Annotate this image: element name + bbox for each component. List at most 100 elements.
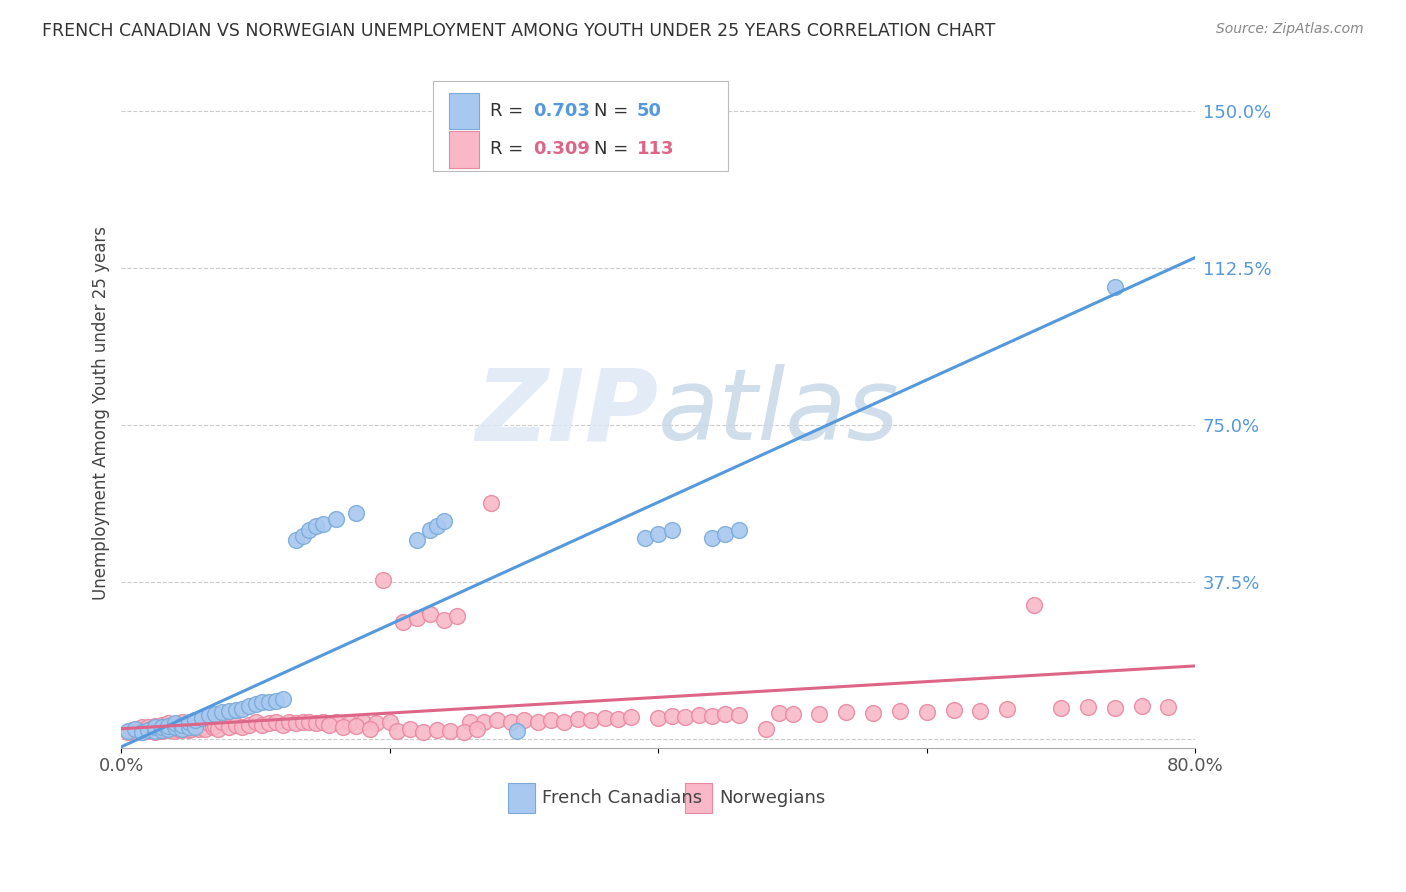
Point bbox=[661, 523, 683, 537]
Text: French Canadians: French Canadians bbox=[543, 789, 703, 807]
Point bbox=[1050, 701, 1073, 715]
Point bbox=[231, 721, 253, 735]
FancyBboxPatch shape bbox=[433, 81, 728, 171]
Point bbox=[942, 703, 965, 717]
Point bbox=[499, 715, 522, 730]
Point bbox=[207, 722, 229, 736]
Point bbox=[291, 714, 314, 729]
Point bbox=[1077, 699, 1099, 714]
Point bbox=[513, 714, 536, 728]
Point bbox=[593, 711, 616, 725]
Point bbox=[579, 714, 602, 728]
Point bbox=[426, 723, 449, 737]
Point bbox=[117, 723, 139, 738]
Point bbox=[135, 723, 157, 737]
Point bbox=[211, 715, 233, 730]
Point bbox=[136, 723, 159, 738]
Point bbox=[1024, 598, 1046, 612]
FancyBboxPatch shape bbox=[508, 783, 534, 813]
Point bbox=[714, 707, 737, 722]
Text: N =: N = bbox=[593, 102, 634, 120]
Point bbox=[298, 715, 321, 730]
Text: R =: R = bbox=[489, 102, 529, 120]
Point bbox=[252, 717, 274, 731]
Point bbox=[426, 518, 449, 533]
Point bbox=[131, 721, 153, 735]
Point bbox=[197, 716, 219, 731]
Point bbox=[166, 722, 188, 736]
Point bbox=[782, 707, 804, 722]
Point bbox=[143, 719, 166, 733]
Point bbox=[392, 615, 415, 629]
Point bbox=[453, 724, 475, 739]
Point bbox=[526, 715, 548, 730]
Point bbox=[150, 717, 173, 731]
Point bbox=[191, 720, 214, 734]
Point bbox=[969, 704, 991, 718]
Point bbox=[131, 724, 153, 739]
Point bbox=[184, 714, 207, 728]
Text: 50: 50 bbox=[637, 102, 662, 120]
Point bbox=[305, 518, 328, 533]
Point bbox=[127, 722, 149, 736]
Point bbox=[278, 715, 301, 730]
Point bbox=[312, 714, 335, 729]
Point bbox=[204, 707, 226, 722]
Point bbox=[405, 533, 427, 548]
Text: FRENCH CANADIAN VS NORWEGIAN UNEMPLOYMENT AMONG YOUTH UNDER 25 YEARS CORRELATION: FRENCH CANADIAN VS NORWEGIAN UNEMPLOYMEN… bbox=[42, 22, 995, 40]
Point bbox=[150, 723, 173, 738]
Point bbox=[768, 706, 790, 721]
Point bbox=[257, 716, 280, 731]
Point bbox=[995, 702, 1018, 716]
Point bbox=[673, 710, 696, 724]
Point bbox=[204, 719, 226, 733]
Point bbox=[157, 723, 180, 737]
Point bbox=[432, 613, 454, 627]
Point bbox=[245, 715, 267, 730]
Point bbox=[143, 720, 166, 734]
Point bbox=[291, 529, 314, 543]
Point bbox=[143, 723, 166, 738]
Point bbox=[755, 722, 778, 736]
Text: Norwegians: Norwegians bbox=[720, 789, 825, 807]
Point bbox=[191, 711, 214, 725]
Point bbox=[165, 723, 187, 738]
Point bbox=[271, 717, 294, 731]
Point bbox=[170, 717, 193, 731]
Point bbox=[688, 707, 710, 722]
Point bbox=[1104, 701, 1126, 715]
Text: 0.309: 0.309 bbox=[533, 140, 589, 159]
Point bbox=[218, 704, 240, 718]
Point bbox=[465, 722, 488, 736]
FancyBboxPatch shape bbox=[449, 93, 479, 129]
Point bbox=[344, 506, 367, 520]
Point bbox=[238, 698, 260, 713]
Point bbox=[177, 715, 200, 730]
Point bbox=[170, 722, 193, 736]
Point bbox=[157, 719, 180, 733]
Point bbox=[136, 723, 159, 737]
Point bbox=[284, 533, 307, 548]
Point bbox=[332, 721, 354, 735]
Point bbox=[124, 723, 146, 738]
Text: Source: ZipAtlas.com: Source: ZipAtlas.com bbox=[1216, 22, 1364, 37]
Point bbox=[399, 722, 422, 736]
Point bbox=[150, 723, 173, 737]
Point bbox=[889, 704, 911, 718]
Point bbox=[153, 722, 176, 736]
Point bbox=[184, 720, 207, 734]
Point bbox=[728, 523, 751, 537]
Point bbox=[325, 512, 347, 526]
Point bbox=[184, 721, 207, 735]
Point bbox=[184, 714, 207, 728]
Point bbox=[373, 573, 395, 587]
Point bbox=[157, 716, 180, 731]
Point bbox=[506, 723, 529, 738]
Point bbox=[366, 716, 388, 731]
Text: atlas: atlas bbox=[658, 364, 900, 461]
Point bbox=[634, 531, 657, 545]
Point bbox=[124, 722, 146, 736]
Text: N =: N = bbox=[593, 140, 634, 159]
Point bbox=[177, 716, 200, 731]
Point bbox=[180, 722, 202, 736]
